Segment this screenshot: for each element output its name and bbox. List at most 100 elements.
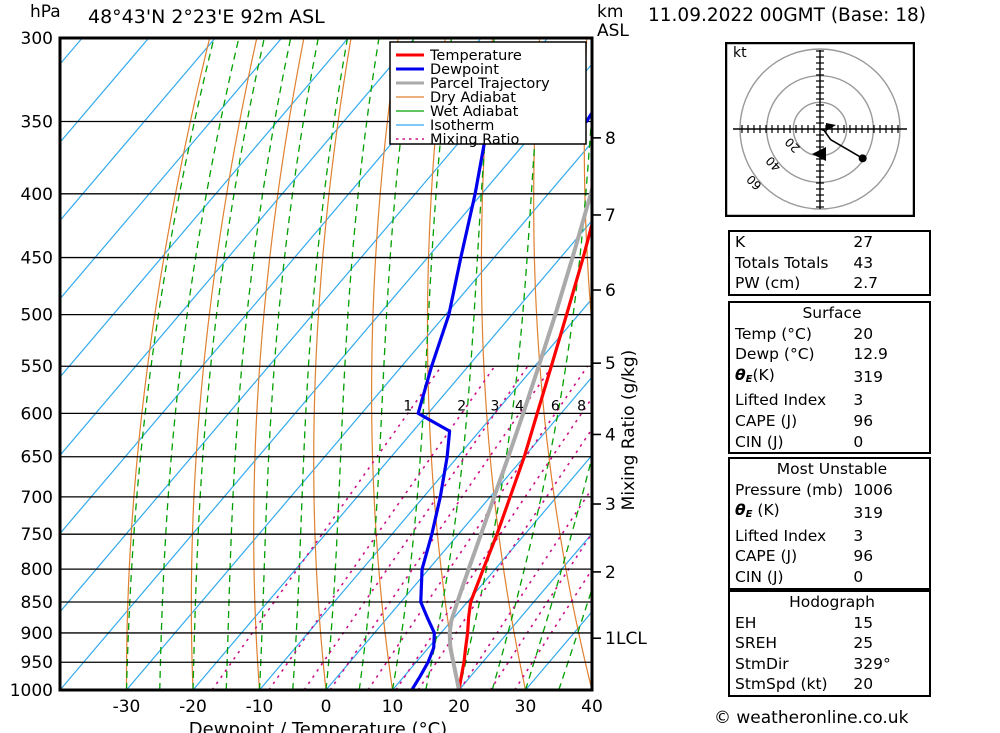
info-value: 43: [853, 253, 874, 272]
legend-box: [389, 41, 587, 145]
hodograph-units-label: kt: [733, 45, 747, 61]
info-label: θE(K): [735, 365, 775, 385]
temperature-tick-label: 20: [448, 697, 470, 717]
pressure-tick-label: 800: [21, 560, 53, 580]
storm-motion-marker: [812, 147, 826, 161]
info-value: 1006: [853, 480, 893, 499]
info-row: CIN (J) 0: [730, 567, 929, 588]
height-tick-label: 7: [605, 206, 616, 226]
isotherm-line: [325, 376, 592, 690]
isotherm-line: [259, 297, 592, 690]
info-value: 15: [853, 613, 874, 632]
pressure-unit-label: hPa: [30, 2, 61, 22]
profile-parcel-trajectory-line: [447, 181, 592, 690]
mixing-ratio-line: [303, 365, 529, 690]
info-label: PW (cm): [735, 274, 801, 293]
info-value: 27: [853, 233, 874, 251]
info-row: θE(K) 319: [730, 365, 929, 391]
height-tick-label: 8: [605, 129, 616, 149]
pressure-tick-label: 1000: [10, 681, 53, 701]
legend-label: Temperature: [429, 48, 522, 64]
info-row: Lifted Index 3: [730, 526, 929, 547]
temperature-tick-label: -10: [246, 697, 274, 717]
pressure-tick-label: 750: [21, 525, 53, 545]
info-row: CIN (J) 0: [730, 432, 929, 453]
dry-adiabat-line: [253, 38, 305, 690]
info-row: Pressure (mb) 1006: [730, 480, 929, 501]
isotherm-line: [458, 532, 592, 690]
pressure-tick-label: 450: [21, 249, 53, 269]
wet-adiabat-line: [325, 38, 380, 690]
legend-label: Wet Adiabat: [430, 104, 519, 120]
legend-label: Mixing Ratio: [430, 132, 520, 148]
temperature-tick-label: 10: [382, 697, 404, 717]
temperature-tick-label: -20: [179, 697, 207, 717]
info-value: 3: [853, 391, 864, 410]
pressure-tick-label: 350: [21, 112, 53, 132]
panel-title: Hodograph: [789, 593, 875, 611]
pressure-tick-label: 300: [21, 29, 53, 49]
panel-title: Most Unstable: [776, 460, 888, 478]
mixing-ratio-axis-label: Mixing Ratio (g/kg): [619, 350, 639, 511]
temperature-tick-label: 40: [581, 697, 603, 717]
mixing-ratio-line: [329, 365, 553, 690]
height-tick-label: 2: [605, 563, 616, 583]
isotherm-line: [60, 38, 416, 457]
info-row: PW (cm) 2.7: [730, 273, 929, 294]
pressure-tick-label: 900: [21, 624, 53, 644]
info-row: Lifted Index 3: [730, 390, 929, 411]
most-unstable-panel: Most Unstable Pressure (mb) 1006 θE (K) 319 L…: [728, 457, 931, 590]
wet-adiabat-line: [225, 38, 292, 690]
isotherm-line: [60, 38, 549, 613]
indices-panel: K 27 Totals Totals 43 PW (cm) 2.7: [728, 230, 931, 296]
info-row: EH 15: [730, 613, 929, 634]
info-label: StmSpd (kt): [735, 675, 828, 694]
surface-panel: Surface Temp (°C) 20 Dewp (°C) 12.9 θE(K) 319 L…: [728, 301, 931, 455]
x-axis-label: Dewpoint / Temperature (°C): [189, 719, 447, 733]
profile-temperature-line: [457, 218, 592, 690]
isotherm-line: [659, 38, 661, 690]
copyright-label: © weatheronline.co.uk: [714, 708, 909, 728]
isotherm-line: [126, 141, 592, 690]
isotherm-line: [60, 63, 592, 690]
info-label: CIN (J): [735, 432, 784, 451]
wet-adiabat-line: [659, 38, 661, 690]
mixing-ratio-line: [211, 365, 443, 690]
height-tick-label: 6: [605, 281, 616, 301]
height-tick-label: 4: [605, 425, 616, 445]
skewt-diagram: 1 2 3 4 6 83003504004505005506006507007508008…: [10, 29, 661, 733]
info-value: 20: [853, 324, 874, 343]
wet-adiabat-line: [458, 38, 544, 690]
plot-frame: [58, 36, 594, 692]
height-tick-label: 1: [605, 629, 616, 649]
info-label: θE (K): [735, 501, 780, 521]
isotherm-line: [60, 38, 216, 222]
pressure-tick-label: 700: [21, 488, 53, 508]
mean-wind-marker: [826, 123, 836, 131]
isotherm-line: [392, 454, 592, 690]
info-value: 3: [853, 526, 864, 545]
height-tick-label: 5: [605, 354, 616, 374]
pressure-tick-label: 650: [21, 448, 53, 468]
info-value: 0: [853, 567, 864, 586]
profile-dewpoint-line: [410, 109, 592, 690]
info-row: θE (K) 319: [730, 500, 929, 526]
forecast-datetime: 11.09.2022 00GMT (Base: 18): [648, 5, 926, 26]
info-row: CAPE (J) 96: [730, 546, 929, 567]
pressure-tick-label: 600: [21, 404, 53, 424]
mixing-ratio-label: 2: [457, 398, 466, 414]
mixing-ratio-label: 3: [491, 398, 500, 414]
isotherm-line: [192, 219, 592, 690]
info-row: Dewp (°C) 12.9: [730, 344, 929, 365]
info-value: 329°: [853, 654, 891, 673]
isotherm-line: [60, 38, 349, 378]
info-label: CAPE (J): [735, 411, 798, 430]
pressure-tick-label: 500: [21, 306, 53, 326]
info-label: CAPE (J): [735, 547, 798, 566]
wet-adiabat-line: [125, 38, 215, 690]
pressure-tick-label: 550: [21, 357, 53, 377]
mixing-ratio-line: [417, 427, 592, 690]
info-value: 12.9: [853, 345, 888, 364]
dry-adiabat-line: [190, 38, 258, 690]
